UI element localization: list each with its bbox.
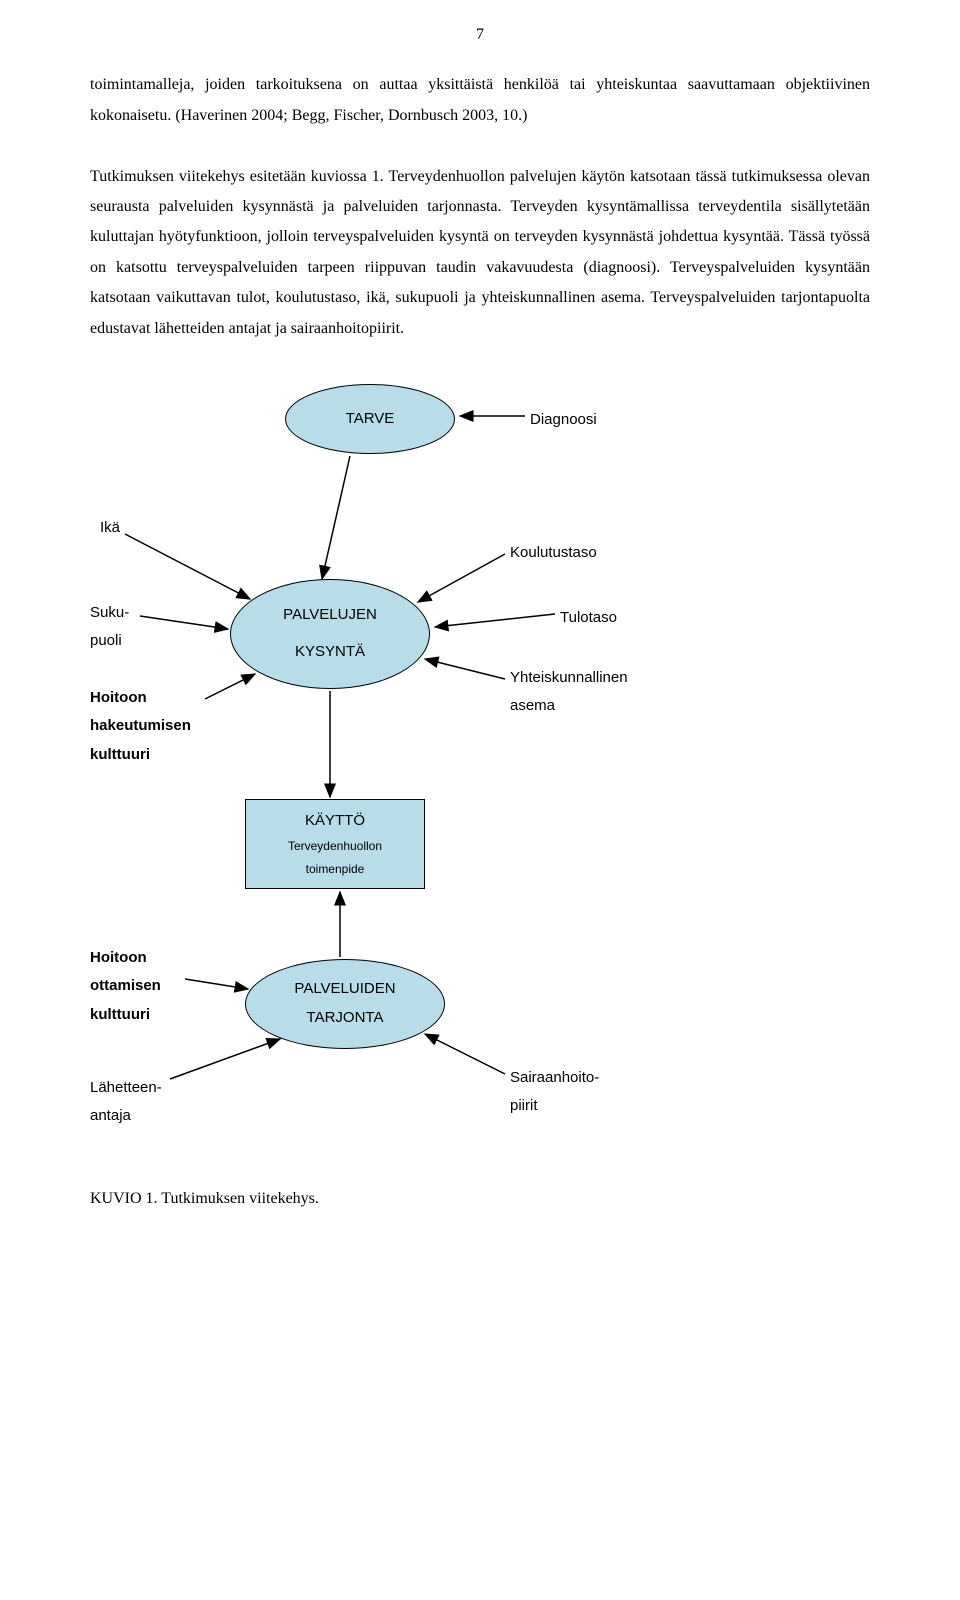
label-sukupuoli: Suku- puoli <box>90 599 129 656</box>
label-lahetteen: Lähetteen- <box>90 1079 162 1096</box>
label-kulttuuri2: kulttuuri <box>90 1006 150 1023</box>
node-kaytto-sub1: Terveydenhuollon <box>288 835 382 858</box>
body-paragraph: toimintamalleja, joiden tarkoituksena on… <box>90 70 870 344</box>
label-ottamisen: ottamisen <box>90 977 161 994</box>
node-tarjonta-label1: PALVELUIDEN <box>294 975 395 1004</box>
label-hoitoon1: Hoitoon <box>90 689 147 706</box>
label-hoitoon2: Hoitoon <box>90 949 147 966</box>
label-suku-2: puoli <box>90 632 122 649</box>
label-asema: asema <box>510 697 555 714</box>
node-kysynta-label: KYSYNTÄ <box>295 638 365 667</box>
node-tarve: TARVE <box>285 384 455 454</box>
node-tarjonta-label2: TARJONTA <box>307 1004 384 1033</box>
label-hakeutumisen: hakeutumisen <box>90 717 191 734</box>
diagram-container: TARVE Diagnoosi Ikä Koulutustaso Suku- p… <box>90 384 870 1164</box>
label-kulttuuri1: kulttuuri <box>90 746 150 763</box>
label-hoitoon-ottamisen: Hoitoon ottamisen kulttuuri <box>90 944 161 1030</box>
label-sairaanhoito: Sairaanhoito- <box>510 1069 599 1086</box>
label-hoitoon-hakeutumisen: Hoitoon hakeutumisen kulttuuri <box>90 684 191 770</box>
label-piirit: piirit <box>510 1097 538 1114</box>
label-yhteiskunnallinen: Yhteiskunnallinen <box>510 669 628 686</box>
label-diagnoosi: Diagnoosi <box>530 406 597 435</box>
label-koulutustaso: Koulutustaso <box>510 539 597 568</box>
node-palvelujen-label: PALVELUJEN <box>283 601 377 630</box>
node-kaytto-label: KÄYTTÖ <box>305 807 365 836</box>
label-ika: Ikä <box>100 514 120 543</box>
diagram-arrows <box>90 384 870 1164</box>
node-kaytto: KÄYTTÖ Terveydenhuollon toimenpide <box>245 799 425 889</box>
node-kaytto-sub2: toimenpide <box>306 858 365 881</box>
label-suku-1: Suku- <box>90 604 129 621</box>
label-sairaanhoitopiirit: Sairaanhoito- piirit <box>510 1064 599 1121</box>
label-tulotaso: Tulotaso <box>560 604 617 633</box>
figure-caption: KUVIO 1. Tutkimuksen viitekehys. <box>90 1184 870 1214</box>
label-lahetteenantaja: Lähetteen- antaja <box>90 1074 162 1131</box>
label-antaja: antaja <box>90 1107 131 1124</box>
node-palveluiden-tarjonta: PALVELUIDEN TARJONTA <box>245 959 445 1049</box>
node-tarve-label: TARVE <box>346 405 395 434</box>
page-number: 7 <box>90 20 870 50</box>
node-palvelujen-kysynta: PALVELUJEN KYSYNTÄ <box>230 579 430 689</box>
label-yhteiskunnallinen-asema: Yhteiskunnallinen asema <box>510 664 628 721</box>
